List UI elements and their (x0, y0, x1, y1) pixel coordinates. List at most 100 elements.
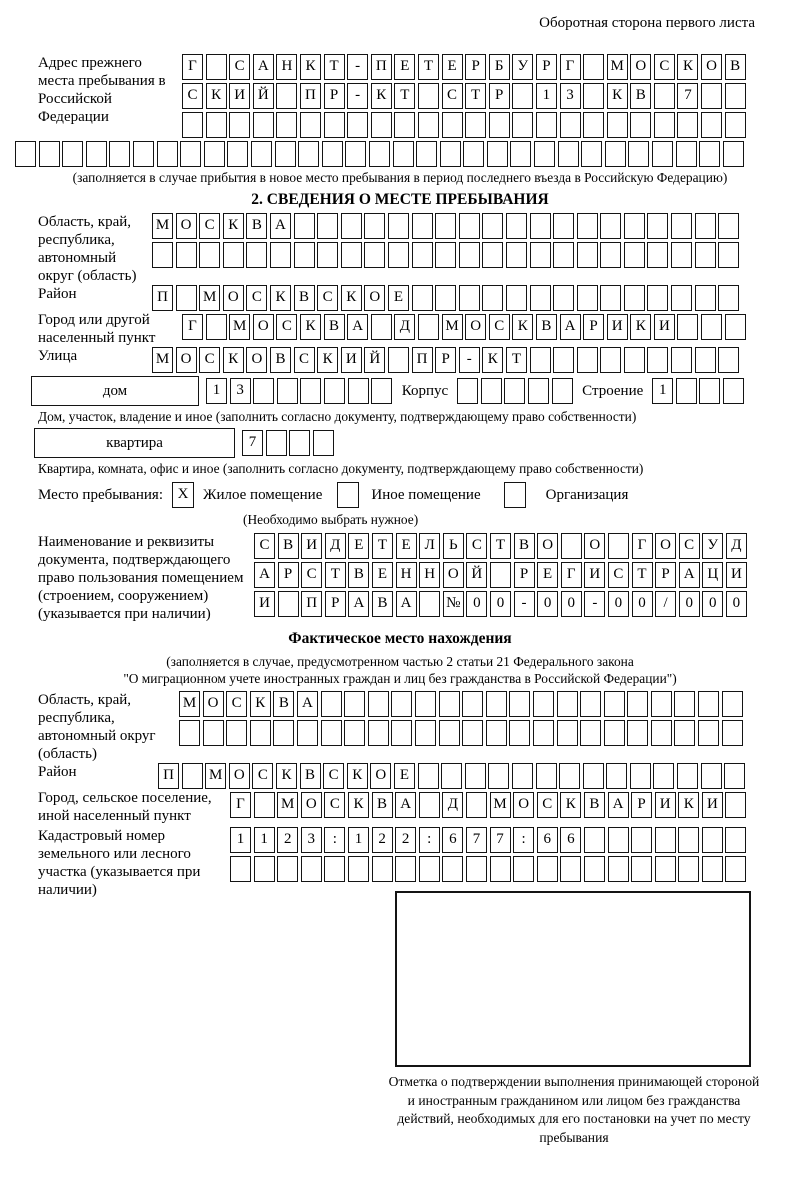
char-box (416, 141, 438, 167)
char-box: 7 (242, 430, 263, 456)
char-box (222, 242, 244, 268)
char-box (650, 691, 672, 717)
char-box: И (301, 533, 323, 559)
char-box: В (246, 213, 268, 239)
char-box (583, 83, 605, 109)
char-box (576, 347, 598, 373)
char-box (181, 763, 203, 789)
char-box (718, 347, 740, 373)
char-box (411, 213, 433, 239)
char-box: К (249, 691, 271, 717)
char-box: В (273, 691, 295, 717)
char-box: Е (387, 285, 409, 311)
char-box: В (348, 562, 370, 588)
char-box (414, 691, 436, 717)
char-box: Р (323, 83, 345, 109)
char-box (229, 112, 251, 138)
char-box (600, 347, 622, 373)
char-box (298, 141, 320, 167)
other-premises-label: Иное помещение (371, 486, 481, 503)
prev-address-row-4 (15, 141, 800, 167)
char-box: П (411, 347, 433, 373)
char-box: П (152, 285, 173, 311)
char-box: Л (419, 533, 441, 559)
char-box: М (205, 763, 227, 789)
char-box (321, 141, 343, 167)
char-box (391, 720, 413, 746)
char-box: В (277, 533, 299, 559)
char-box: К (299, 314, 321, 340)
char-box (701, 827, 723, 853)
char-box (580, 720, 602, 746)
char-box: 2 (395, 827, 417, 853)
char-box: : (324, 827, 346, 853)
char-box (509, 720, 531, 746)
stamp-caption: Отметка о подтверждении выполнения прини… (388, 1074, 760, 1145)
char-box (371, 378, 393, 404)
char-box: Р (655, 562, 677, 588)
char-box (583, 54, 605, 80)
char-box (370, 314, 392, 340)
char-box: А (347, 314, 369, 340)
char-box (320, 691, 342, 717)
char-box (560, 856, 582, 882)
char-box: К (677, 54, 699, 80)
char-box: - (584, 591, 606, 617)
char-box: О (442, 562, 464, 588)
char-box: 7 (465, 827, 487, 853)
char-box (677, 763, 699, 789)
char-box: Е (441, 54, 463, 80)
char-box (274, 141, 296, 167)
char-box: 6 (536, 827, 558, 853)
char-box: 3 (559, 83, 581, 109)
char-box (367, 691, 389, 717)
char-box (230, 856, 251, 882)
char-box (725, 856, 747, 882)
char-box: А (559, 314, 581, 340)
korpus-label: Корпус (401, 382, 449, 399)
char-box: Р (631, 792, 653, 818)
char-box (486, 141, 508, 167)
char-box (581, 141, 603, 167)
char-box (394, 112, 416, 138)
char-box (489, 562, 511, 588)
char-box: В (323, 314, 345, 340)
prev-address-block: Адрес прежнего места пребывания в Россий… (0, 54, 800, 141)
char-box: 0 (489, 591, 511, 617)
char-box: А (252, 54, 274, 80)
char-box (411, 285, 433, 311)
char-box: : (418, 827, 440, 853)
char-box: В (299, 763, 321, 789)
char-box (653, 112, 675, 138)
char-box: Д (324, 533, 346, 559)
char-box (371, 856, 393, 882)
char-box: Д (394, 314, 416, 340)
char-box (62, 141, 84, 167)
char-box (418, 792, 440, 818)
char-box (273, 720, 295, 746)
char-box (509, 691, 531, 717)
char-box (724, 763, 746, 789)
char-box: О (228, 763, 250, 789)
char-box: Г (560, 562, 582, 588)
char-box: Е (371, 562, 393, 588)
char-box (607, 533, 629, 559)
char-box (300, 856, 322, 882)
char-box (671, 285, 693, 311)
char-box (465, 112, 487, 138)
char-box (604, 141, 626, 167)
char-box (600, 242, 622, 268)
char-box (557, 141, 579, 167)
char-box (511, 763, 533, 789)
char-box: Р (535, 54, 557, 80)
char-box: К (512, 314, 534, 340)
char-box (576, 285, 598, 311)
char-box: 1 (347, 827, 369, 853)
char-box: С (254, 533, 275, 559)
char-box (699, 378, 721, 404)
char-box (347, 856, 369, 882)
